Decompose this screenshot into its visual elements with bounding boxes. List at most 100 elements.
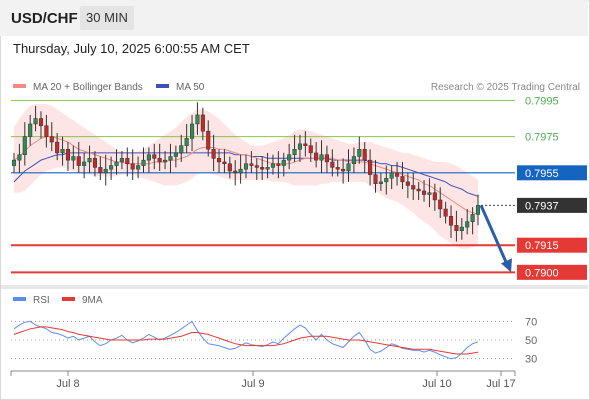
candle (146, 147, 151, 173)
candle (319, 140, 324, 173)
candle-body (459, 226, 464, 231)
arrow-head (501, 258, 512, 273)
candle (136, 156, 141, 179)
candle-body (114, 161, 119, 166)
candle-body (297, 143, 303, 150)
candle-body (141, 159, 146, 166)
candle-body (233, 170, 238, 174)
x-tick-label: Jul 10 (422, 378, 451, 390)
candle-body (163, 159, 168, 163)
candle (470, 207, 475, 235)
legend-label: MA 20 + Bollinger Bands (33, 82, 143, 93)
candle-body (373, 174, 378, 184)
candle (351, 147, 356, 173)
timeframe-button[interactable]: 30 MIN (80, 6, 134, 30)
candle (17, 143, 22, 173)
candle-body (254, 165, 259, 168)
candle (82, 152, 87, 179)
candle-body (368, 159, 373, 175)
price-tag-bg-0.7900 (517, 264, 587, 280)
candle (454, 210, 459, 242)
candle-body (475, 205, 481, 215)
price-tag-0.7900: 0.7900 (525, 267, 559, 279)
candle-body (109, 165, 114, 170)
candle (260, 156, 265, 181)
candle-body (470, 214, 475, 222)
candle (141, 147, 146, 173)
candle-body (276, 163, 281, 166)
ma20-line (13, 136, 479, 215)
candle (368, 149, 373, 186)
candle-body (195, 114, 200, 125)
rsi-tick-label: 30 (525, 354, 537, 366)
price-tag-bg-0.7955 (517, 165, 587, 181)
candle (346, 149, 351, 182)
candle (411, 172, 416, 200)
candle-body (49, 136, 54, 143)
candle (324, 145, 329, 173)
rsi-legend-swatch (62, 297, 75, 301)
legend-swatch (156, 84, 169, 88)
candle (109, 156, 114, 181)
candles (11, 102, 481, 242)
candle-body (44, 125, 49, 137)
candle (211, 134, 216, 171)
level-lines (11, 99, 515, 274)
candle (287, 143, 292, 170)
candle (254, 158, 259, 181)
candle (168, 143, 173, 173)
candle-body (146, 154, 151, 161)
candle (125, 147, 130, 177)
candle (303, 131, 308, 157)
candle (163, 151, 168, 170)
candle (119, 151, 124, 170)
candle (179, 134, 184, 162)
candle (60, 136, 65, 166)
candle-body (157, 158, 162, 163)
candle-body (76, 156, 81, 166)
candle (443, 201, 448, 224)
candle-body (60, 149, 65, 154)
candle-body (82, 161, 87, 166)
candle-body (189, 123, 195, 139)
candle (173, 145, 178, 168)
candle-body (103, 168, 108, 174)
price-tag-0.7937: 0.7937 (525, 200, 559, 212)
candle (55, 133, 60, 161)
candle-body (222, 161, 227, 165)
candle-body (179, 145, 184, 154)
candle-body (281, 159, 286, 166)
price-tag-0.7995: 0.7995 (525, 95, 559, 107)
candle (103, 154, 108, 186)
rsi-panel: RSI 9MA 70 50 30 (0, 285, 588, 366)
candle (373, 160, 378, 193)
candle-body (287, 154, 292, 161)
candle-body (384, 177, 389, 183)
price-tag-0.7915: 0.7915 (525, 240, 559, 252)
candle-body (308, 145, 313, 154)
candle-body (421, 190, 427, 195)
candle (357, 136, 362, 164)
candle-body (292, 149, 297, 155)
candle-body (184, 138, 189, 146)
candle (65, 142, 71, 171)
candle (270, 154, 276, 175)
price-tag-bg-0.7937 (517, 197, 587, 213)
candle (405, 172, 410, 199)
candle (378, 172, 383, 191)
candle (276, 151, 281, 179)
candle-body (125, 158, 130, 165)
candle (308, 138, 313, 162)
candle-body (28, 123, 33, 137)
rsi-tick-label: 50 (525, 335, 537, 347)
candle-body (55, 141, 60, 154)
candle-body (303, 143, 308, 146)
candle-body (87, 158, 92, 163)
candle-body (17, 154, 22, 161)
candle-body (22, 136, 27, 155)
candle-body (211, 149, 216, 159)
candle (233, 160, 238, 186)
candle (384, 165, 389, 195)
candle (92, 151, 97, 177)
